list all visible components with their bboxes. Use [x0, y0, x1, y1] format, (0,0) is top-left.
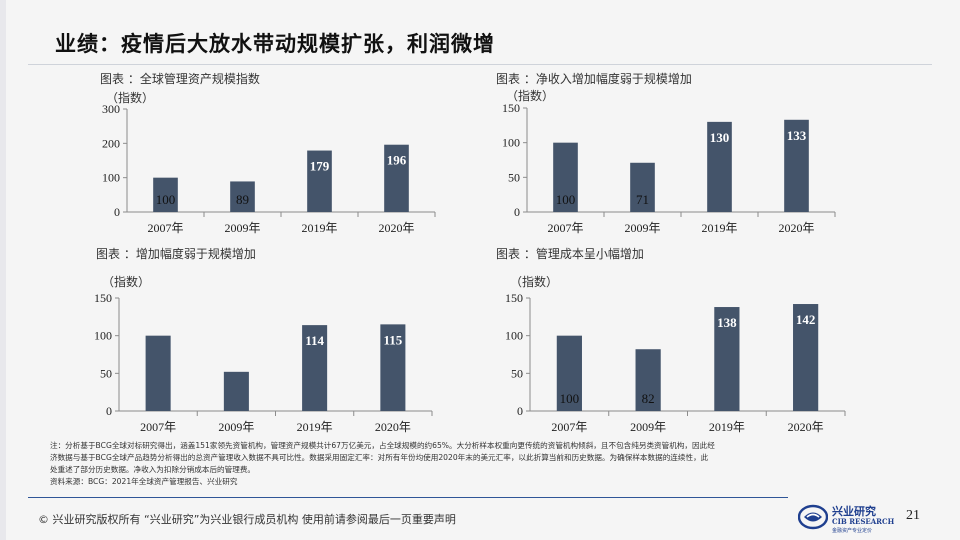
y-tick-label: 50	[100, 366, 112, 380]
y-tick-label: 0	[114, 205, 120, 219]
x-tick-label: 2009年	[624, 221, 660, 235]
chart-unit: （指数）	[106, 91, 155, 105]
data-label: 133	[787, 128, 807, 143]
bar	[784, 119, 809, 212]
y-tick-label: 100	[102, 171, 120, 185]
note-line: 处重述了部分历史数据。净收入为扣除分销成本后的管理费。	[50, 465, 256, 474]
bar	[793, 304, 819, 411]
note-line: 注：分析基于BCG全球对标研究得出，涵盖151家领先资管机构，管理资产规模共计6…	[50, 441, 715, 450]
bar	[707, 121, 732, 212]
logo-slogan-text: 金融资产专业定价	[832, 528, 873, 534]
y-tick-label: 100	[502, 136, 520, 150]
x-tick-label: 2007年	[147, 221, 183, 235]
data-label: 115	[383, 332, 402, 347]
data-label: 142	[796, 312, 816, 327]
chart-caption: 图表 ：管理成本呈小幅增加	[496, 247, 644, 261]
page-number: 21	[906, 508, 920, 523]
notes-block: 注：分析基于BCG全球对标研究得出，涵盖151家领先资管机构，管理资产规模共计6…	[50, 440, 920, 488]
footer-divider	[28, 497, 788, 498]
bar	[380, 324, 406, 411]
x-tick-label: 2020年	[375, 420, 411, 434]
chart-unit: （指数）	[510, 275, 559, 289]
chart-caption: 图表 ：增加幅度弱于规模增加	[96, 247, 256, 261]
bar	[553, 142, 578, 212]
cib-research-logo: 兴业研究 CIB RESEARCH 金融资产专业定价	[798, 500, 898, 536]
y-tick-label: 0	[514, 205, 520, 219]
y-tick-label: 0	[106, 404, 112, 418]
bar	[714, 307, 740, 411]
footer-copyright: © 兴业研究版权所有 “兴业研究”为兴业银行成员机构 使用前请参阅最后一页重要声…	[38, 513, 456, 526]
bar	[630, 162, 655, 212]
y-tick-label: 50	[511, 366, 523, 380]
data-label: 179	[310, 159, 330, 174]
x-tick-label: 2020年	[778, 221, 814, 235]
bar	[556, 335, 582, 411]
logo-cn-text: 兴业研究	[832, 505, 876, 518]
data-label: 138	[717, 315, 737, 330]
x-tick-label: 2009年	[630, 420, 666, 434]
x-tick-label: 2007年	[140, 420, 176, 434]
bar	[230, 181, 255, 212]
y-tick-label: 200	[102, 136, 120, 150]
data-label: 89	[236, 192, 249, 207]
source-line: 资料来源：BCG：2021年全球资产管理报告、兴业研究	[50, 477, 238, 486]
bar	[223, 371, 249, 411]
y-tick-label: 0	[517, 404, 523, 418]
data-label: 100	[560, 391, 580, 406]
y-tick-label: 100	[505, 329, 523, 343]
logo-en-text: CIB RESEARCH	[832, 517, 895, 526]
x-tick-label: 2007年	[547, 221, 583, 235]
x-tick-label: 2020年	[378, 221, 414, 235]
x-tick-label: 2009年	[224, 221, 260, 235]
left-edge-bar	[0, 0, 6, 540]
bar	[153, 177, 178, 212]
y-tick-label: 300	[102, 102, 120, 116]
bar	[384, 144, 409, 212]
bar	[302, 325, 328, 411]
y-tick-label: 150	[94, 291, 112, 305]
note-line: 济数据与基于BCG全球产品趋势分析得出的总资产管理收入数据不具可比性。数据采用固…	[50, 453, 709, 462]
bar	[635, 349, 661, 411]
y-tick-label: 150	[505, 291, 523, 305]
y-tick-label: 150	[502, 101, 520, 115]
x-tick-label: 2019年	[301, 221, 337, 235]
bar	[307, 150, 332, 212]
data-label: 196	[387, 153, 407, 168]
x-tick-label: 2019年	[297, 420, 333, 434]
chart-unit: （指数）	[102, 275, 151, 289]
data-label: 100	[156, 192, 176, 207]
x-tick-label: 2020年	[788, 420, 824, 434]
page-title: 业绩：疫情后大放水带动规模扩张，利润微增	[55, 32, 495, 56]
data-label: 71	[636, 192, 649, 207]
y-tick-label: 50	[508, 170, 520, 184]
x-tick-label: 2009年	[218, 420, 254, 434]
x-tick-label: 2007年	[551, 420, 587, 434]
data-label: 100	[556, 192, 576, 207]
chart-caption: 图表 ：净收入增加幅度弱于规模增加	[496, 72, 692, 86]
data-label: 130	[710, 130, 730, 145]
bar	[145, 335, 171, 411]
x-tick-label: 2019年	[709, 420, 745, 434]
chart-unit: （指数）	[506, 89, 555, 103]
data-label: 82	[642, 391, 655, 406]
y-tick-label: 100	[94, 329, 112, 343]
cib-logo-icon	[798, 504, 828, 530]
title-divider	[28, 64, 932, 65]
data-label: 114	[305, 333, 324, 348]
x-tick-label: 2019年	[701, 221, 737, 235]
chart-caption: 图表 ：全球管理资产规模指数	[100, 72, 260, 86]
